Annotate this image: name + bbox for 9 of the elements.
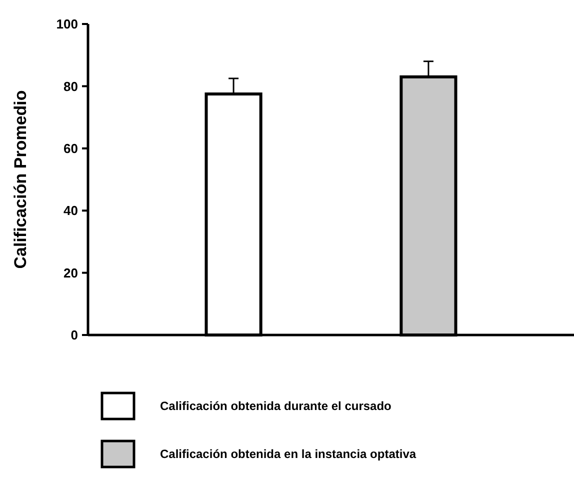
- y-axis-title: Calificación Promedio: [11, 90, 30, 269]
- legend-label: Calificación obtenida en la instancia optativa: [160, 447, 416, 462]
- y-tick-label: 60: [64, 140, 78, 156]
- y-tick-label: 40: [64, 203, 78, 218]
- y-tick-label: 20: [64, 265, 78, 280]
- y-tick-label: 0: [70, 328, 78, 343]
- y-tick-label: 100: [56, 16, 78, 32]
- y-tick-label: 80: [64, 78, 78, 94]
- legend-label: Calificación obtenida durante el cursado: [160, 399, 392, 414]
